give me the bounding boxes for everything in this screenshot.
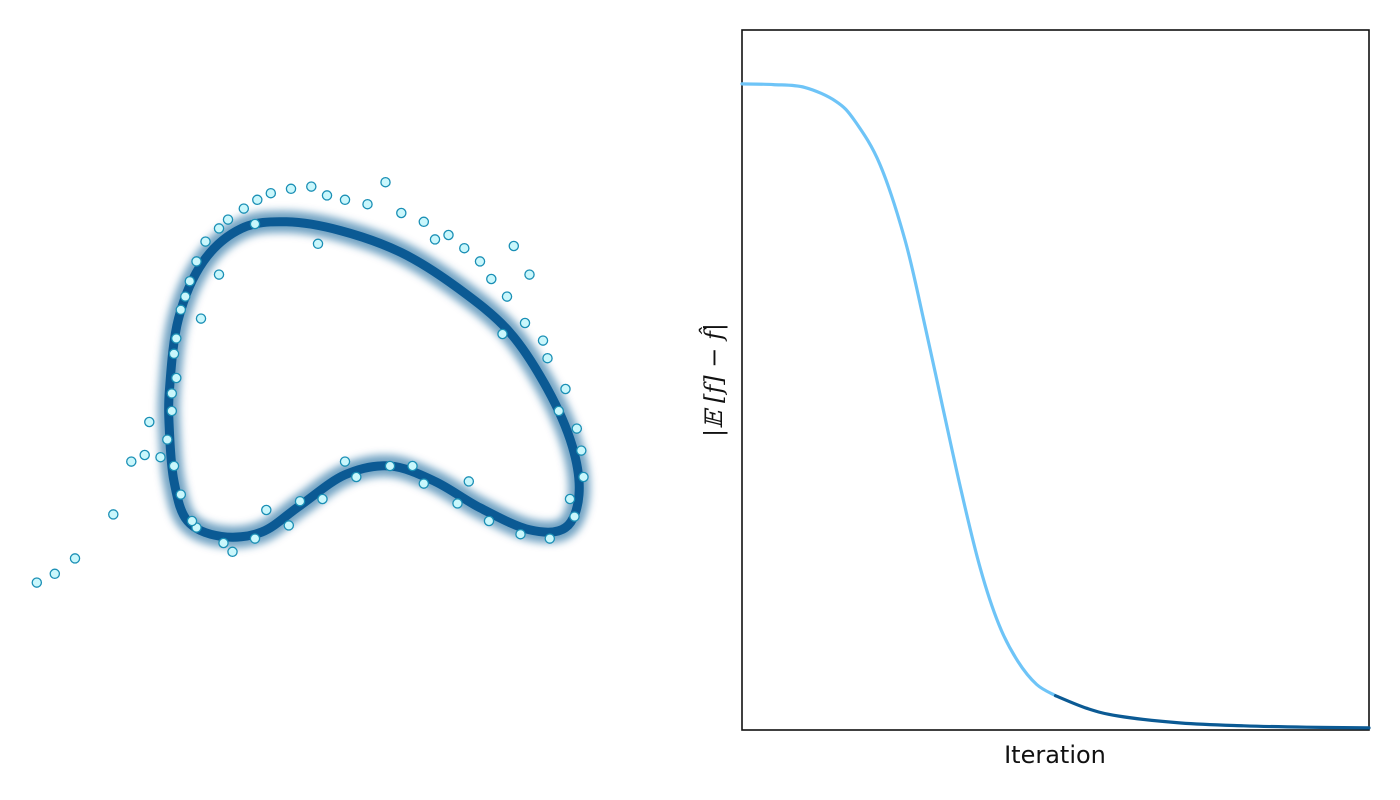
scatter-point (519, 317, 531, 329)
scatter-point (49, 568, 61, 580)
scatter-point (418, 216, 430, 228)
scatter-point (429, 234, 441, 245)
scatter-point (452, 498, 463, 509)
scatter-point (294, 495, 306, 507)
scatter-point (380, 176, 391, 188)
scatter-point (166, 388, 178, 399)
scatter-point (537, 335, 549, 346)
scatter-point (569, 511, 580, 522)
scatter-point (515, 528, 526, 540)
scatter-point (443, 229, 454, 241)
scatter-point (542, 352, 553, 364)
scatter-point (560, 383, 571, 395)
scatter-point (166, 405, 178, 417)
scatter-point (175, 489, 187, 500)
scatter-point (339, 194, 351, 206)
scatter-point (249, 533, 261, 544)
scatter-point (351, 471, 362, 483)
x-axis-label: Iteration (1004, 741, 1106, 769)
scatter-point (407, 460, 418, 472)
scatter-point (222, 214, 234, 225)
sample-points (31, 176, 589, 588)
scatter-point (459, 242, 470, 254)
scatter-point (191, 256, 202, 267)
scatter-point (265, 187, 277, 199)
scatter-point (168, 460, 180, 472)
scatter-point (283, 520, 295, 531)
error-lines (740, 82, 1371, 730)
scatter-point (339, 456, 351, 467)
scatter-point (186, 515, 198, 527)
scatter-point (285, 183, 297, 195)
scatter-point (144, 416, 155, 428)
scatter-point (108, 509, 119, 520)
scatter-point (578, 471, 589, 483)
scatter-point (252, 194, 263, 206)
scatter-point (524, 269, 535, 280)
scatter-point (249, 218, 261, 230)
scatter-point (31, 577, 43, 588)
error-line-tail (1053, 694, 1371, 730)
scatter-point (162, 434, 173, 445)
scatter-point (175, 304, 187, 316)
scatter-point (238, 203, 250, 214)
scatter-point (564, 493, 576, 505)
scatter-point (306, 181, 317, 192)
error-line-main (740, 82, 1058, 698)
scatter-point (553, 405, 565, 417)
scatter-point (483, 515, 495, 527)
density-curve (157, 210, 591, 549)
scatter-point (571, 423, 583, 434)
curve-glow (157, 210, 591, 549)
scatter-point (474, 256, 486, 267)
scatter-point (213, 269, 225, 280)
scatter-point (184, 275, 196, 287)
scatter-point (497, 328, 508, 340)
scatter-point (139, 449, 150, 461)
scatter-point (168, 348, 180, 360)
scatter-point (171, 333, 182, 344)
scatter-point (227, 546, 238, 558)
scatter-point (69, 553, 81, 564)
scatter-point (261, 504, 272, 516)
scatter-point (213, 223, 225, 234)
scatter-point (171, 372, 182, 384)
scatter-point (126, 456, 137, 467)
scatter-point (200, 236, 211, 247)
scatter-point (576, 445, 587, 456)
scatter-point (418, 478, 430, 489)
scatter-point (544, 533, 556, 544)
convergence-panel: Iteration |𝔼 [f] − f̂| (699, 29, 1371, 769)
scatter-point (218, 537, 229, 549)
scatter-panel (31, 176, 591, 588)
scatter-point (195, 313, 207, 324)
plot-frame (741, 29, 1370, 731)
curve-core (164, 217, 584, 542)
y-axis-label: |𝔼 [f] − f̂| (699, 323, 729, 437)
scatter-point (362, 198, 373, 210)
scatter-point (312, 238, 324, 250)
scatter-point (317, 493, 328, 505)
scatter-point (463, 476, 475, 487)
scatter-point (508, 240, 520, 252)
scatter-point (155, 451, 166, 463)
scatter-point (180, 291, 191, 302)
scatter-point (501, 291, 513, 302)
scatter-point (396, 207, 407, 219)
scatter-point (321, 190, 333, 201)
scatter-point (486, 273, 497, 285)
scatter-point (384, 460, 396, 472)
